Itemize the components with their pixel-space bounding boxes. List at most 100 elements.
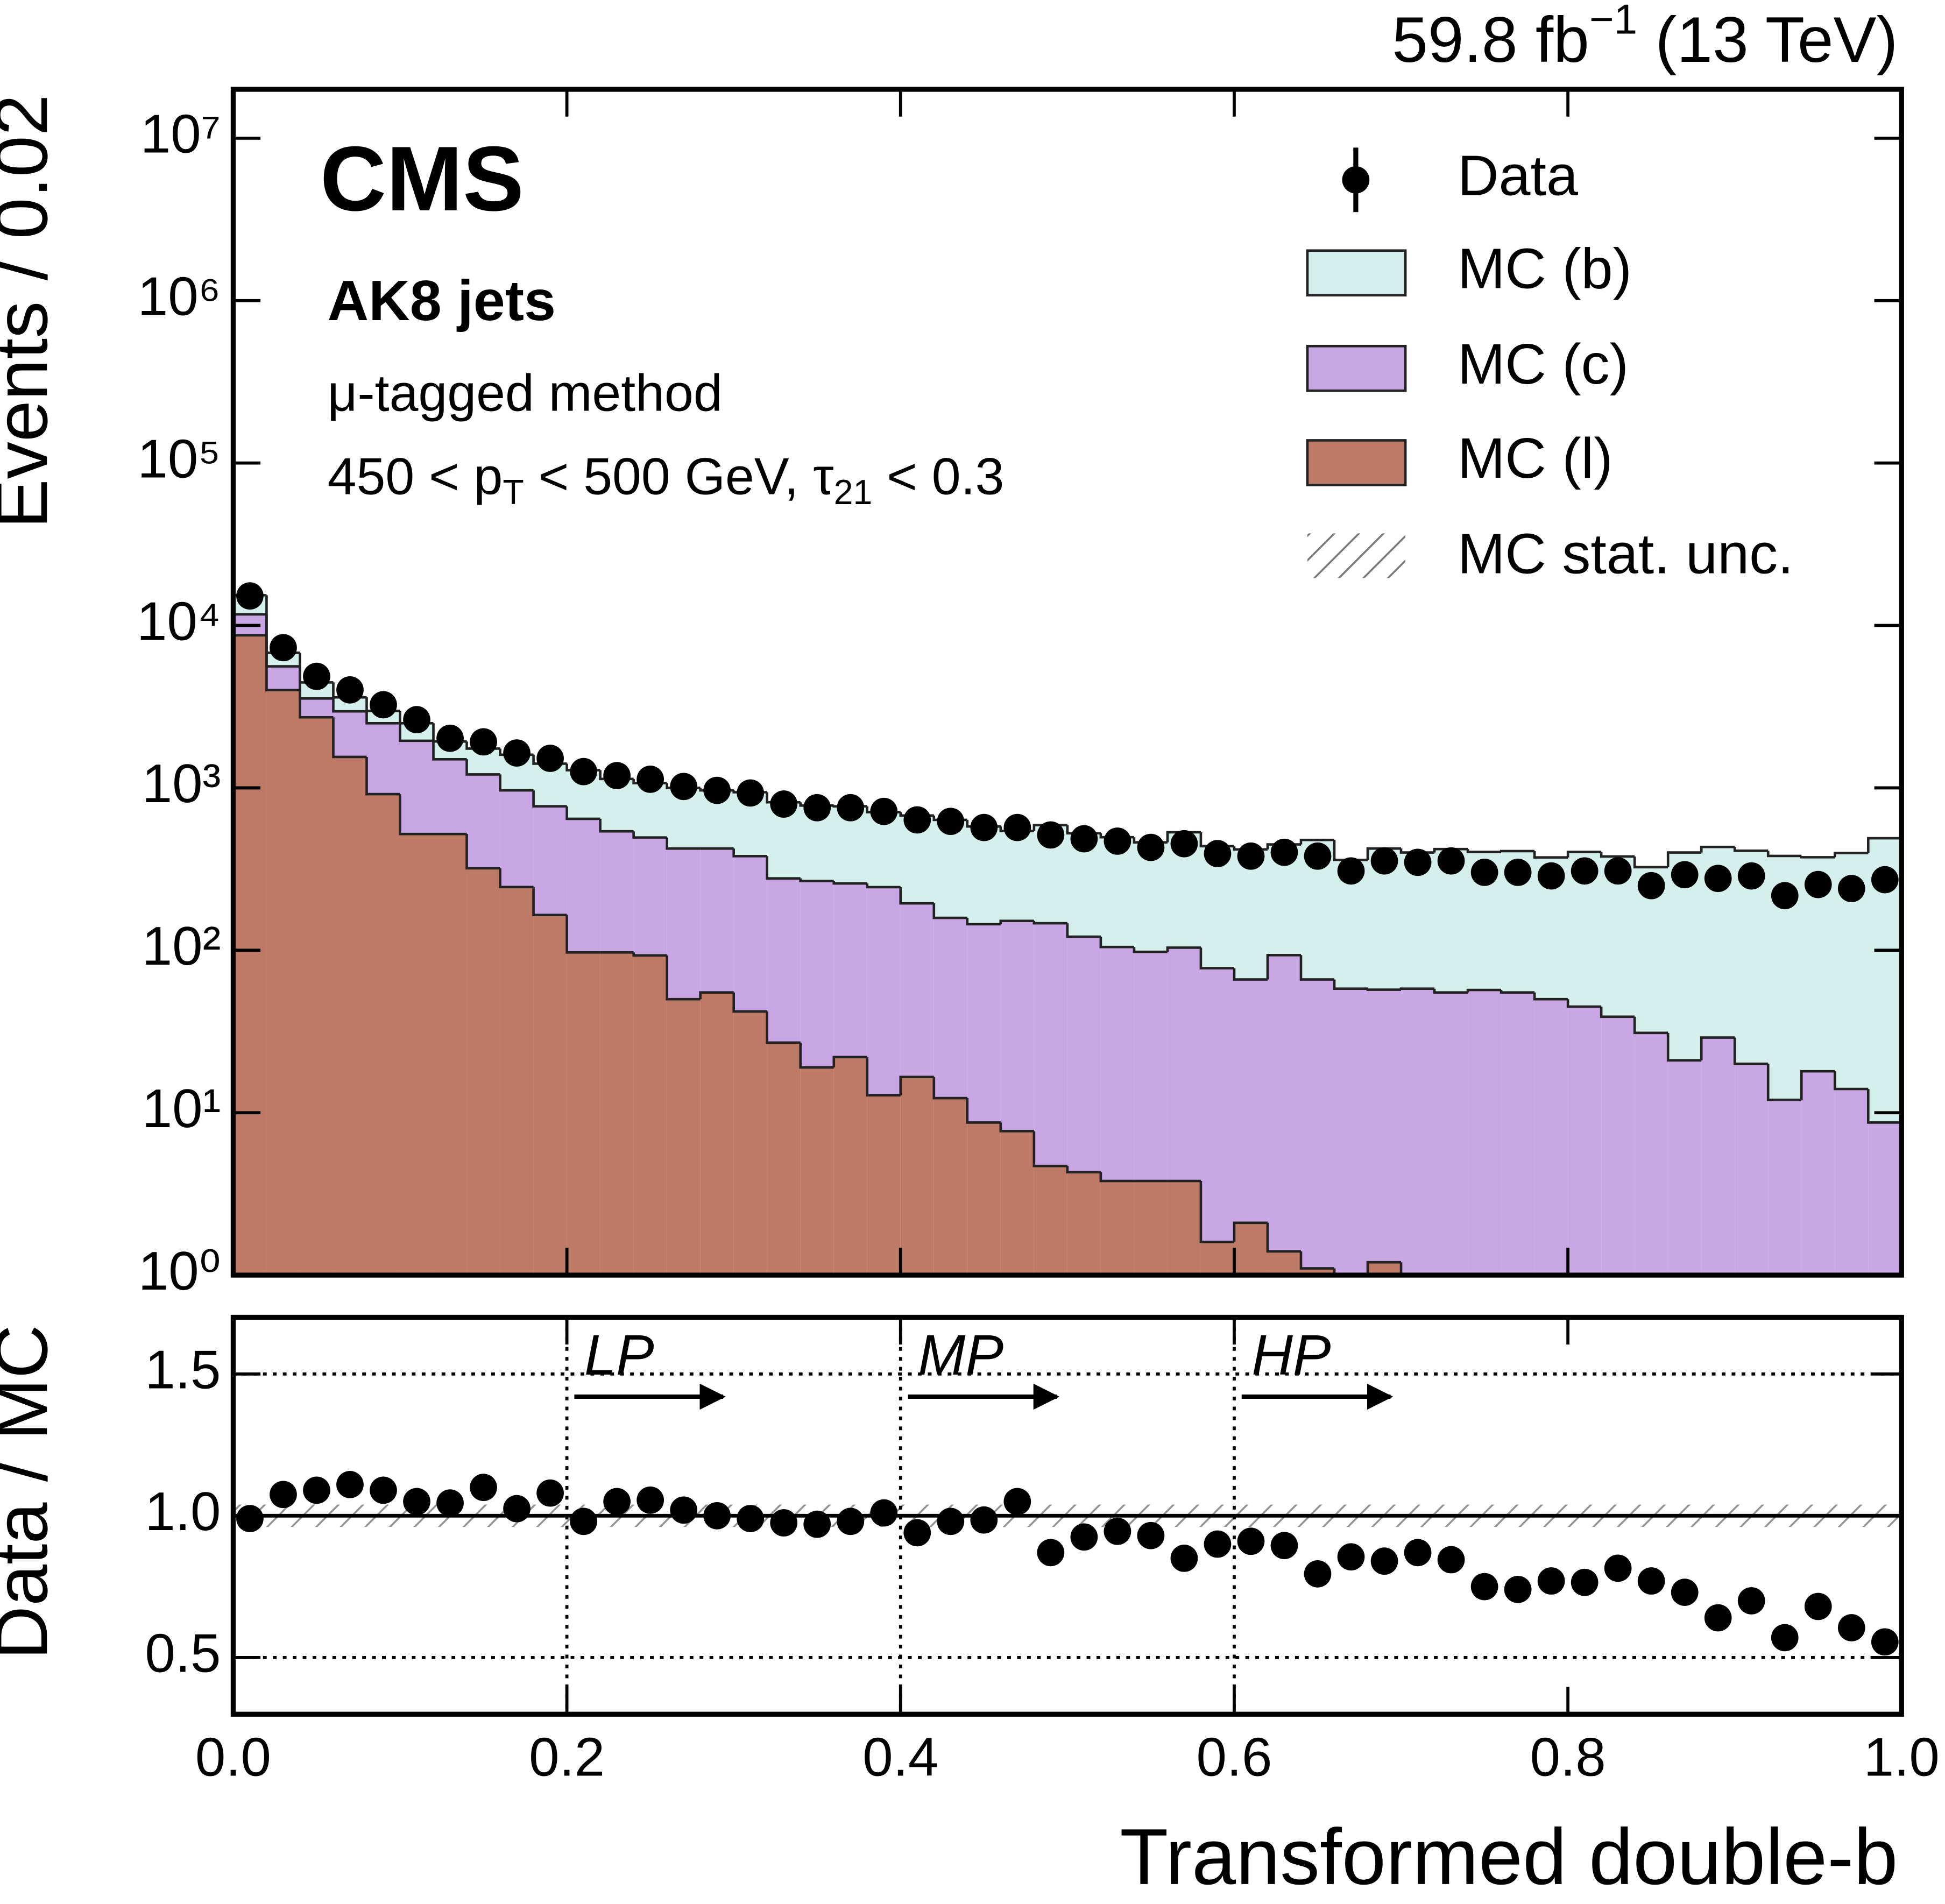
bar — [1234, 849, 1268, 980]
bar — [1034, 923, 1067, 1166]
bar — [1267, 1251, 1301, 1276]
ratio-point — [937, 1507, 965, 1535]
bar-outline — [866, 1057, 901, 1097]
bar — [967, 924, 1001, 1123]
ratio-point — [1671, 1579, 1699, 1606]
bar — [1735, 1064, 1769, 1276]
bar-outline — [1866, 837, 1902, 853]
y-tick-label: 10¹ — [142, 1078, 221, 1139]
bar-outline — [866, 883, 901, 889]
bar-outline — [1800, 1070, 1835, 1100]
bar — [567, 952, 600, 1276]
bar-outline — [1399, 987, 1435, 990]
ratio-point — [803, 1510, 831, 1538]
x-tick-label: 0.0 — [195, 1727, 271, 1788]
data-point — [1537, 862, 1565, 890]
bar-outline — [1233, 1221, 1268, 1242]
bar — [1234, 979, 1268, 1223]
data-point — [1370, 847, 1398, 875]
bar-outline — [1733, 847, 1769, 852]
bar-outline — [932, 1077, 967, 1100]
bar — [800, 1067, 834, 1276]
bar-outline — [399, 723, 434, 742]
bar — [366, 723, 400, 795]
bar — [1368, 1262, 1402, 1276]
bar — [667, 999, 701, 1276]
bar-outline — [1366, 988, 1402, 991]
x-tick-label: 0.6 — [1196, 1727, 1272, 1788]
bar — [1100, 1181, 1134, 1276]
bar — [1067, 1172, 1101, 1276]
bar — [333, 711, 367, 757]
bar-outline — [1766, 1064, 1802, 1101]
bar — [400, 740, 434, 834]
y-tick-label: 10⁶ — [138, 266, 221, 327]
bar-outline — [332, 698, 367, 713]
ratio-point — [1437, 1546, 1465, 1574]
bar-outline — [832, 1056, 867, 1068]
bar — [266, 690, 300, 1276]
bar — [900, 903, 934, 1077]
ratio-point — [703, 1502, 731, 1530]
bar — [1200, 968, 1234, 1242]
ratio-point — [1771, 1624, 1799, 1652]
legend-swatch — [1306, 344, 1407, 392]
bar — [333, 756, 367, 1276]
ratio-point — [1270, 1532, 1298, 1560]
bar-outline — [1066, 923, 1101, 938]
bar — [1000, 831, 1034, 921]
ratio-point — [370, 1476, 397, 1504]
x-tick-label: 0.4 — [862, 1727, 938, 1788]
bar — [1635, 1032, 1668, 1276]
bar — [1835, 1089, 1869, 1276]
bar-outline — [365, 756, 400, 796]
bar — [1134, 952, 1168, 1181]
data-point — [870, 797, 898, 825]
data-point — [603, 762, 631, 789]
bar-outline — [1866, 1089, 1902, 1124]
data-point — [1671, 861, 1699, 889]
data-point — [1037, 821, 1065, 849]
data-point — [1404, 848, 1432, 876]
data-point — [370, 691, 397, 719]
bar-outline — [365, 711, 400, 725]
ratio-point — [603, 1488, 631, 1516]
bar — [533, 806, 567, 915]
data-point — [570, 758, 597, 785]
plot-frame — [230, 87, 1904, 1278]
bar — [1267, 955, 1301, 1251]
y-tick-label: 10² — [142, 916, 221, 976]
data-point — [1270, 838, 1298, 866]
bar — [767, 1042, 801, 1276]
data-point — [236, 582, 264, 610]
bar — [1534, 999, 1568, 1276]
bar-outline — [565, 915, 600, 954]
bar-outline — [565, 806, 600, 820]
bar-outline — [1233, 968, 1268, 981]
bar-outline — [1066, 1166, 1101, 1174]
ratio-point — [1571, 1568, 1599, 1596]
bar — [667, 848, 701, 1000]
bar — [1701, 1037, 1735, 1276]
bar-outline — [1299, 838, 1335, 845]
data-point — [937, 808, 965, 836]
bar — [900, 1077, 934, 1276]
ratio-point — [1737, 1587, 1765, 1615]
data-point — [1003, 813, 1031, 841]
selection-label: 450 < pT < 500 GeV, τ21 < 0.3 — [328, 447, 1005, 512]
bar — [767, 878, 801, 1043]
jets-label: AK8 jets — [328, 269, 556, 332]
bar-outline — [1533, 851, 1568, 859]
bar — [800, 881, 834, 1068]
legend-label: MC stat. unc. — [1458, 522, 1794, 586]
data-point — [770, 790, 798, 818]
bar — [1868, 1122, 1902, 1276]
bar — [933, 1098, 967, 1276]
data-point — [503, 739, 531, 767]
ratio-point — [1704, 1604, 1732, 1632]
bar — [1300, 979, 1335, 1269]
bar — [233, 635, 267, 1276]
bar-outline — [1366, 1261, 1402, 1276]
bar-outline — [832, 881, 867, 885]
ratio-point — [1537, 1567, 1565, 1595]
